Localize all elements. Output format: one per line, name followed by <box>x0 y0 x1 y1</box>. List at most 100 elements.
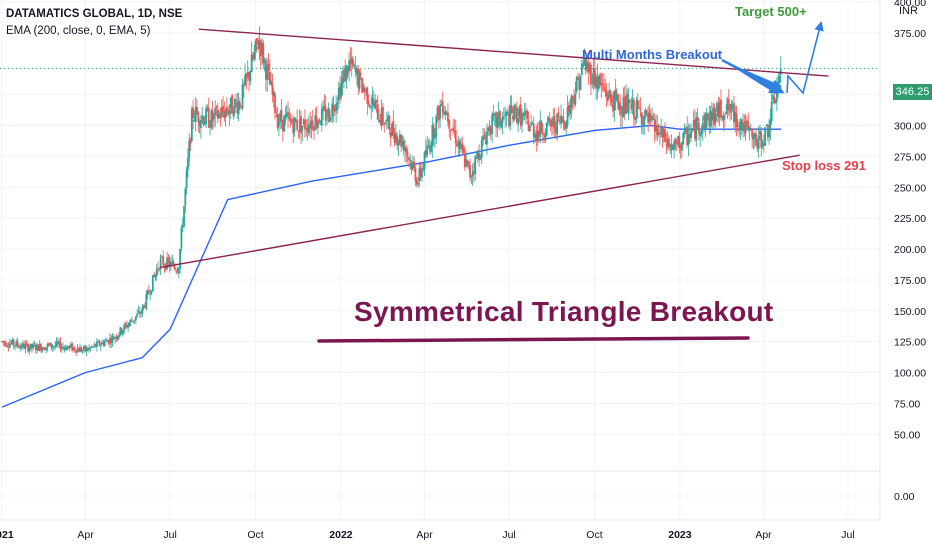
candle-body <box>127 324 130 328</box>
candle-body <box>85 348 88 352</box>
candle-body <box>675 143 678 145</box>
candle-body <box>493 113 496 116</box>
candle-body <box>426 145 429 156</box>
candle-body <box>592 68 595 84</box>
candle-body <box>418 168 421 181</box>
trendline-support[interactable] <box>159 154 800 269</box>
candle-body <box>738 127 741 131</box>
candle-body <box>552 117 555 126</box>
candle-body <box>769 120 772 131</box>
trendline-resistance[interactable] <box>198 28 829 77</box>
candle-body <box>205 108 208 124</box>
candle-body <box>25 343 28 345</box>
pattern-title: Symmetrical Triangle Breakout <box>354 296 774 327</box>
candle-body <box>365 88 367 92</box>
candle-body <box>116 336 119 340</box>
candle-body <box>244 74 247 86</box>
candle-body <box>15 341 18 347</box>
candle-body <box>154 274 157 278</box>
candle-body <box>49 342 52 346</box>
candle-body <box>236 102 239 113</box>
candle-body <box>453 130 456 132</box>
candle-body <box>166 257 169 269</box>
candle-body <box>603 85 605 90</box>
candle-body <box>656 125 659 136</box>
candle-body <box>131 320 133 322</box>
candle-body <box>322 106 325 111</box>
candle-body <box>164 264 167 270</box>
y-tick-label: 50.00 <box>894 429 920 441</box>
candle-body <box>465 159 468 167</box>
candle-body <box>508 112 510 127</box>
candle-body <box>188 140 191 159</box>
candle-body <box>261 43 263 55</box>
candle-body <box>778 75 781 83</box>
candle-body <box>387 115 390 121</box>
ema-layer <box>1 124 782 408</box>
candle-body <box>375 99 378 103</box>
candle-body <box>84 345 87 351</box>
candle-body <box>564 122 566 130</box>
candle-body <box>8 343 11 348</box>
candle-body <box>232 111 235 116</box>
candle-body <box>115 337 118 339</box>
y-tick-label: 125.00 <box>894 337 926 349</box>
candle-body <box>379 119 382 124</box>
candle-body <box>176 271 179 273</box>
candle-body <box>470 176 473 178</box>
candle-body <box>545 122 548 136</box>
candle-body <box>535 132 538 141</box>
candle-body <box>144 305 146 308</box>
y-tick-label: 275.00 <box>894 151 926 163</box>
x-tick-label: 2023 <box>668 529 692 541</box>
candle-body <box>203 121 206 126</box>
candle-body <box>223 111 226 119</box>
candle-body <box>252 55 254 60</box>
candle-body <box>383 123 386 125</box>
candle-body <box>187 157 189 170</box>
candle-body <box>720 99 722 118</box>
candle-body <box>96 341 98 348</box>
candle-body <box>370 106 373 108</box>
candle-body <box>779 68 782 75</box>
candle-body <box>743 122 746 132</box>
candle-body <box>428 145 431 151</box>
candle-body <box>37 344 40 351</box>
candle-body <box>562 119 565 123</box>
candle-body <box>376 104 379 120</box>
candle-body <box>198 121 201 127</box>
candle-body <box>479 157 482 159</box>
candle-body <box>341 77 344 84</box>
candle-body <box>694 119 696 139</box>
candle-body <box>71 343 74 351</box>
x-tick-label: Apr <box>77 529 94 541</box>
candle-body <box>239 102 241 107</box>
candle-body <box>7 346 10 348</box>
candle-body <box>357 68 360 88</box>
candle-body <box>167 257 170 262</box>
candle-body <box>99 344 102 347</box>
ema-indicator-legend[interactable]: EMA (200, close, 0, EMA, 5) <box>6 25 151 37</box>
candle-body <box>679 146 682 149</box>
candle-body <box>45 347 48 350</box>
candle-body <box>304 119 306 130</box>
candle-body <box>622 97 625 118</box>
candle-body <box>249 72 252 82</box>
candle-body <box>206 107 209 110</box>
candle-body <box>525 110 527 114</box>
candle-body <box>132 321 135 323</box>
candle-body <box>257 46 260 49</box>
candle-body <box>553 116 556 128</box>
candle-body <box>300 116 302 134</box>
candle-body <box>661 128 664 138</box>
candle-body <box>172 261 175 267</box>
candle-body <box>414 168 417 181</box>
candle-body <box>671 147 674 150</box>
candle-body <box>24 344 27 350</box>
candle-body <box>636 99 639 109</box>
candle-body <box>577 78 579 80</box>
candle-body <box>294 119 297 122</box>
candle-body <box>270 80 273 85</box>
